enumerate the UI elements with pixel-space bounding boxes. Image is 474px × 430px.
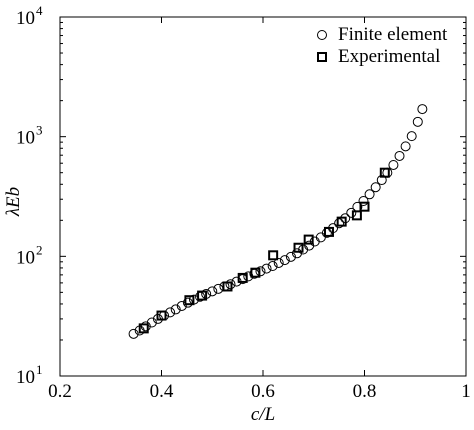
y-tick-label-base: 10 [16, 8, 35, 29]
data-point-circle [285, 251, 296, 262]
data-point-circle [261, 263, 272, 274]
data-layer [128, 104, 428, 339]
data-point-square [351, 210, 362, 221]
axes [59, 16, 467, 377]
data-point-circle [279, 255, 290, 266]
data-point-circle [292, 248, 303, 259]
legend-label: Finite element [338, 24, 448, 45]
data-point-circle [255, 266, 266, 277]
data-point-circle [182, 297, 193, 308]
x-tick-label: 0.4 [150, 381, 174, 402]
data-point-circle [128, 328, 139, 339]
data-point-circle [273, 257, 284, 268]
data-point-circle [146, 317, 157, 328]
y-tick-label-base: 10 [16, 128, 35, 149]
data-point-square [250, 267, 261, 278]
y-tick-label-exponent: 4 [36, 3, 43, 18]
data-point-square [379, 167, 390, 178]
y-tick-label: 10 [16, 367, 35, 388]
x-axis-label: c/L [251, 404, 275, 425]
data-point-circle [400, 141, 411, 152]
data-point-circle [417, 104, 428, 115]
y-tick-label-base: 10 [16, 367, 35, 388]
y-axis-label: λEb [3, 187, 24, 217]
x-tick-label: 0.2 [48, 381, 72, 402]
data-point-circle [370, 182, 381, 193]
data-point-square [197, 290, 208, 301]
data-point-square [336, 216, 347, 227]
x-tick-label: 0.6 [251, 381, 275, 402]
data-point-circle [170, 304, 181, 315]
data-point-square [268, 250, 279, 261]
data-point-square [222, 281, 233, 292]
data-point-circle [406, 131, 417, 142]
data-point-square [323, 226, 334, 237]
data-point-square [293, 242, 304, 253]
data-point-circle [207, 286, 218, 297]
data-point-circle [394, 150, 405, 161]
data-point-circle [346, 207, 357, 218]
legend-marker-square [317, 52, 327, 62]
data-point-circle [358, 195, 369, 206]
data-point-circle [364, 189, 375, 200]
y-tick-label: 10 [16, 8, 35, 29]
data-point-circle [267, 261, 278, 272]
data-point-square [184, 295, 195, 306]
data-point-square [303, 234, 314, 245]
y-tick-label: 10 [16, 128, 35, 149]
y-tick-label-exponent: 3 [36, 123, 43, 138]
data-point-square [237, 272, 248, 283]
data-point-circle [176, 300, 187, 311]
data-point-circle [412, 116, 423, 127]
x-tick-label: 0.8 [353, 381, 377, 402]
y-tick-label-exponent: 2 [36, 242, 43, 257]
data-point-circle [388, 159, 399, 170]
data-point-square [138, 323, 149, 334]
y-tick-label: 10 [16, 247, 35, 268]
data-point-square [156, 310, 167, 321]
legend-label: Experimental [338, 46, 440, 67]
data-point-square [359, 201, 370, 212]
x-tick-label: 1 [461, 381, 471, 402]
y-tick-label-exponent: 1 [36, 362, 43, 377]
data-point-circle [334, 218, 345, 229]
y-tick-label-base: 10 [16, 247, 35, 268]
legend-marker-circle [317, 30, 327, 40]
